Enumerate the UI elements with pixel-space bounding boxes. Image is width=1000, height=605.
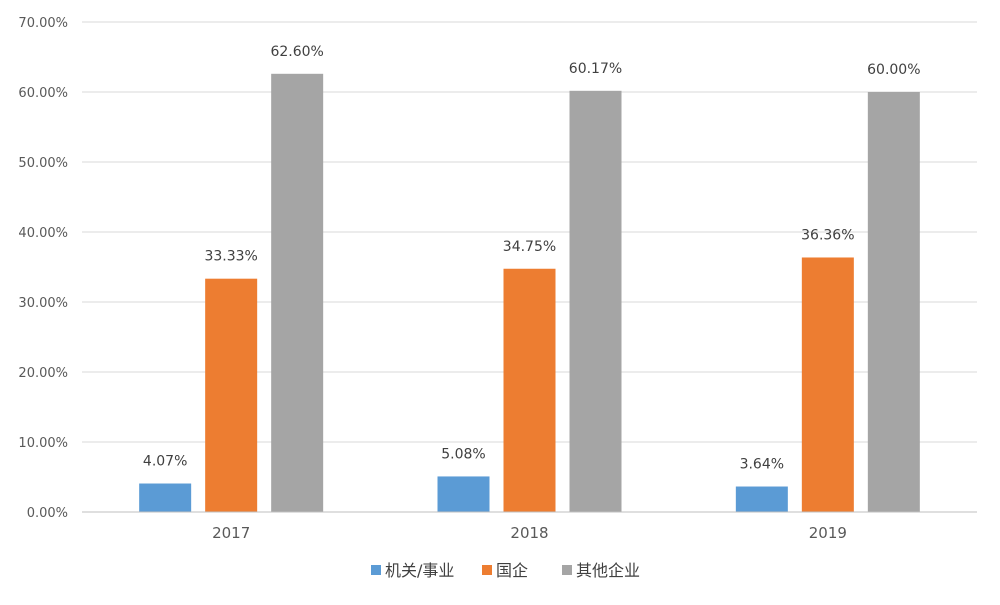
bar bbox=[867, 92, 920, 512]
data-label: 60.17% bbox=[569, 61, 622, 77]
bars bbox=[139, 73, 920, 513]
y-tick-label: 0.00% bbox=[27, 506, 68, 521]
data-label: 3.64% bbox=[740, 457, 784, 473]
bar bbox=[503, 268, 556, 512]
legend-swatch bbox=[371, 565, 381, 575]
y-axis-tick-labels: 0.00% 10.00% 20.00% 30.00% 40.00% 50.00% 60.00… bbox=[18, 16, 68, 521]
data-label: 5.08% bbox=[441, 446, 485, 462]
y-tick-label: 40.00% bbox=[18, 226, 68, 241]
data-label: 4.07% bbox=[143, 454, 187, 470]
bar bbox=[735, 486, 788, 512]
y-tick-label: 10.00% bbox=[18, 436, 68, 451]
x-category-label: 2018 bbox=[510, 524, 548, 542]
legend-swatch bbox=[562, 565, 572, 575]
legend-label: 国企 bbox=[496, 561, 528, 580]
data-label: 33.33% bbox=[204, 249, 257, 265]
bar bbox=[205, 278, 258, 512]
legend-label: 机关/事业 bbox=[385, 561, 454, 580]
x-axis: 2017 2018 2019 bbox=[82, 511, 977, 542]
bar bbox=[437, 476, 490, 512]
bar bbox=[569, 90, 622, 512]
y-tick-label: 60.00% bbox=[18, 86, 68, 101]
legend-label: 其他企业 bbox=[576, 561, 640, 580]
data-label: 36.36% bbox=[801, 227, 854, 243]
y-tick-label: 70.00% bbox=[18, 16, 68, 31]
y-tick-label: 50.00% bbox=[18, 156, 68, 171]
data-label: 62.60% bbox=[270, 44, 323, 60]
data-label: 60.00% bbox=[867, 62, 920, 78]
x-category-label: 2017 bbox=[212, 524, 250, 542]
y-tick-label: 30.00% bbox=[18, 296, 68, 311]
bar bbox=[801, 257, 854, 512]
legend-swatch bbox=[482, 565, 492, 575]
bar bbox=[139, 483, 192, 512]
data-label: 34.75% bbox=[503, 239, 556, 255]
legend: 机关/事业 国企 其他企业 bbox=[371, 561, 640, 580]
y-tick-label: 20.00% bbox=[18, 366, 68, 381]
data-labels: 4.07% 33.33% 62.60% 5.08% 34.75% 60.17% 3.64% 3… bbox=[143, 44, 921, 473]
bar bbox=[271, 73, 324, 513]
x-category-label: 2019 bbox=[809, 524, 847, 542]
